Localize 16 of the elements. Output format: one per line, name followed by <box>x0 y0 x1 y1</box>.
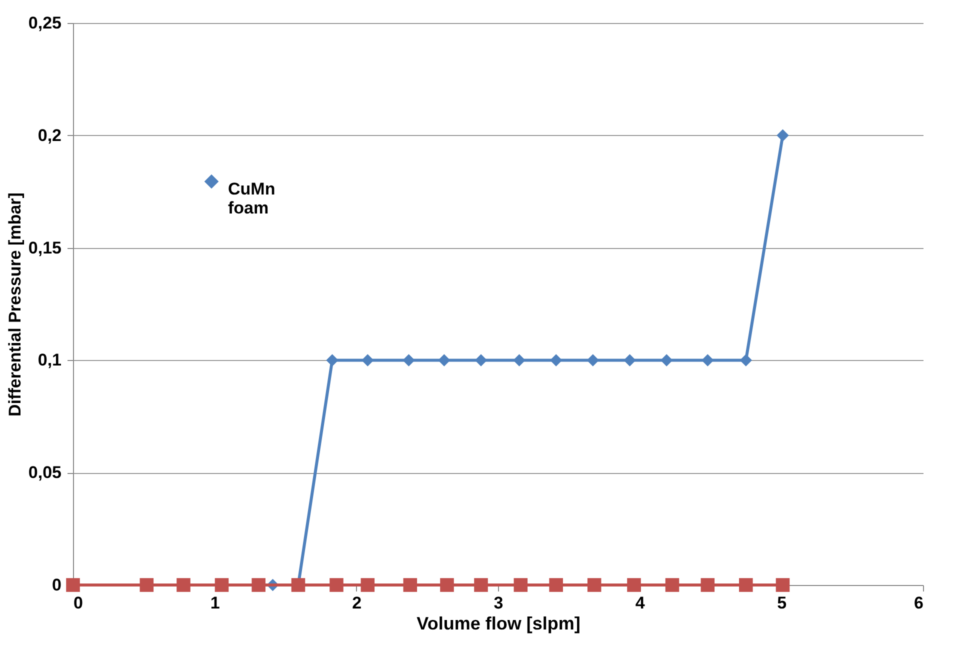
x-tick-label: 0 <box>74 594 83 612</box>
y-tick-label: 0,15 <box>28 238 62 258</box>
x-tick-label: 6 <box>914 594 924 612</box>
x-tick-label: 3 <box>494 594 504 612</box>
x-tick-label: 5 <box>777 594 787 612</box>
y-tick-label: 0,2 <box>38 126 62 145</box>
y-tick-label: 0,05 <box>28 463 62 482</box>
x-tick-label: 4 <box>635 594 646 612</box>
y-tick-label: 0 <box>52 576 62 594</box>
x-axis-title: Volume flow [slpm] <box>416 614 580 634</box>
legend-label: CuMn foam <box>228 180 276 218</box>
y-tick-label: 0,1 <box>38 350 62 370</box>
x-tick-label: 2 <box>352 594 362 612</box>
y-axis-title: Differential Pressure [mbar] <box>5 192 24 416</box>
y-tick-label: 0,25 <box>28 14 62 32</box>
x-tick-label: 1 <box>210 594 220 612</box>
